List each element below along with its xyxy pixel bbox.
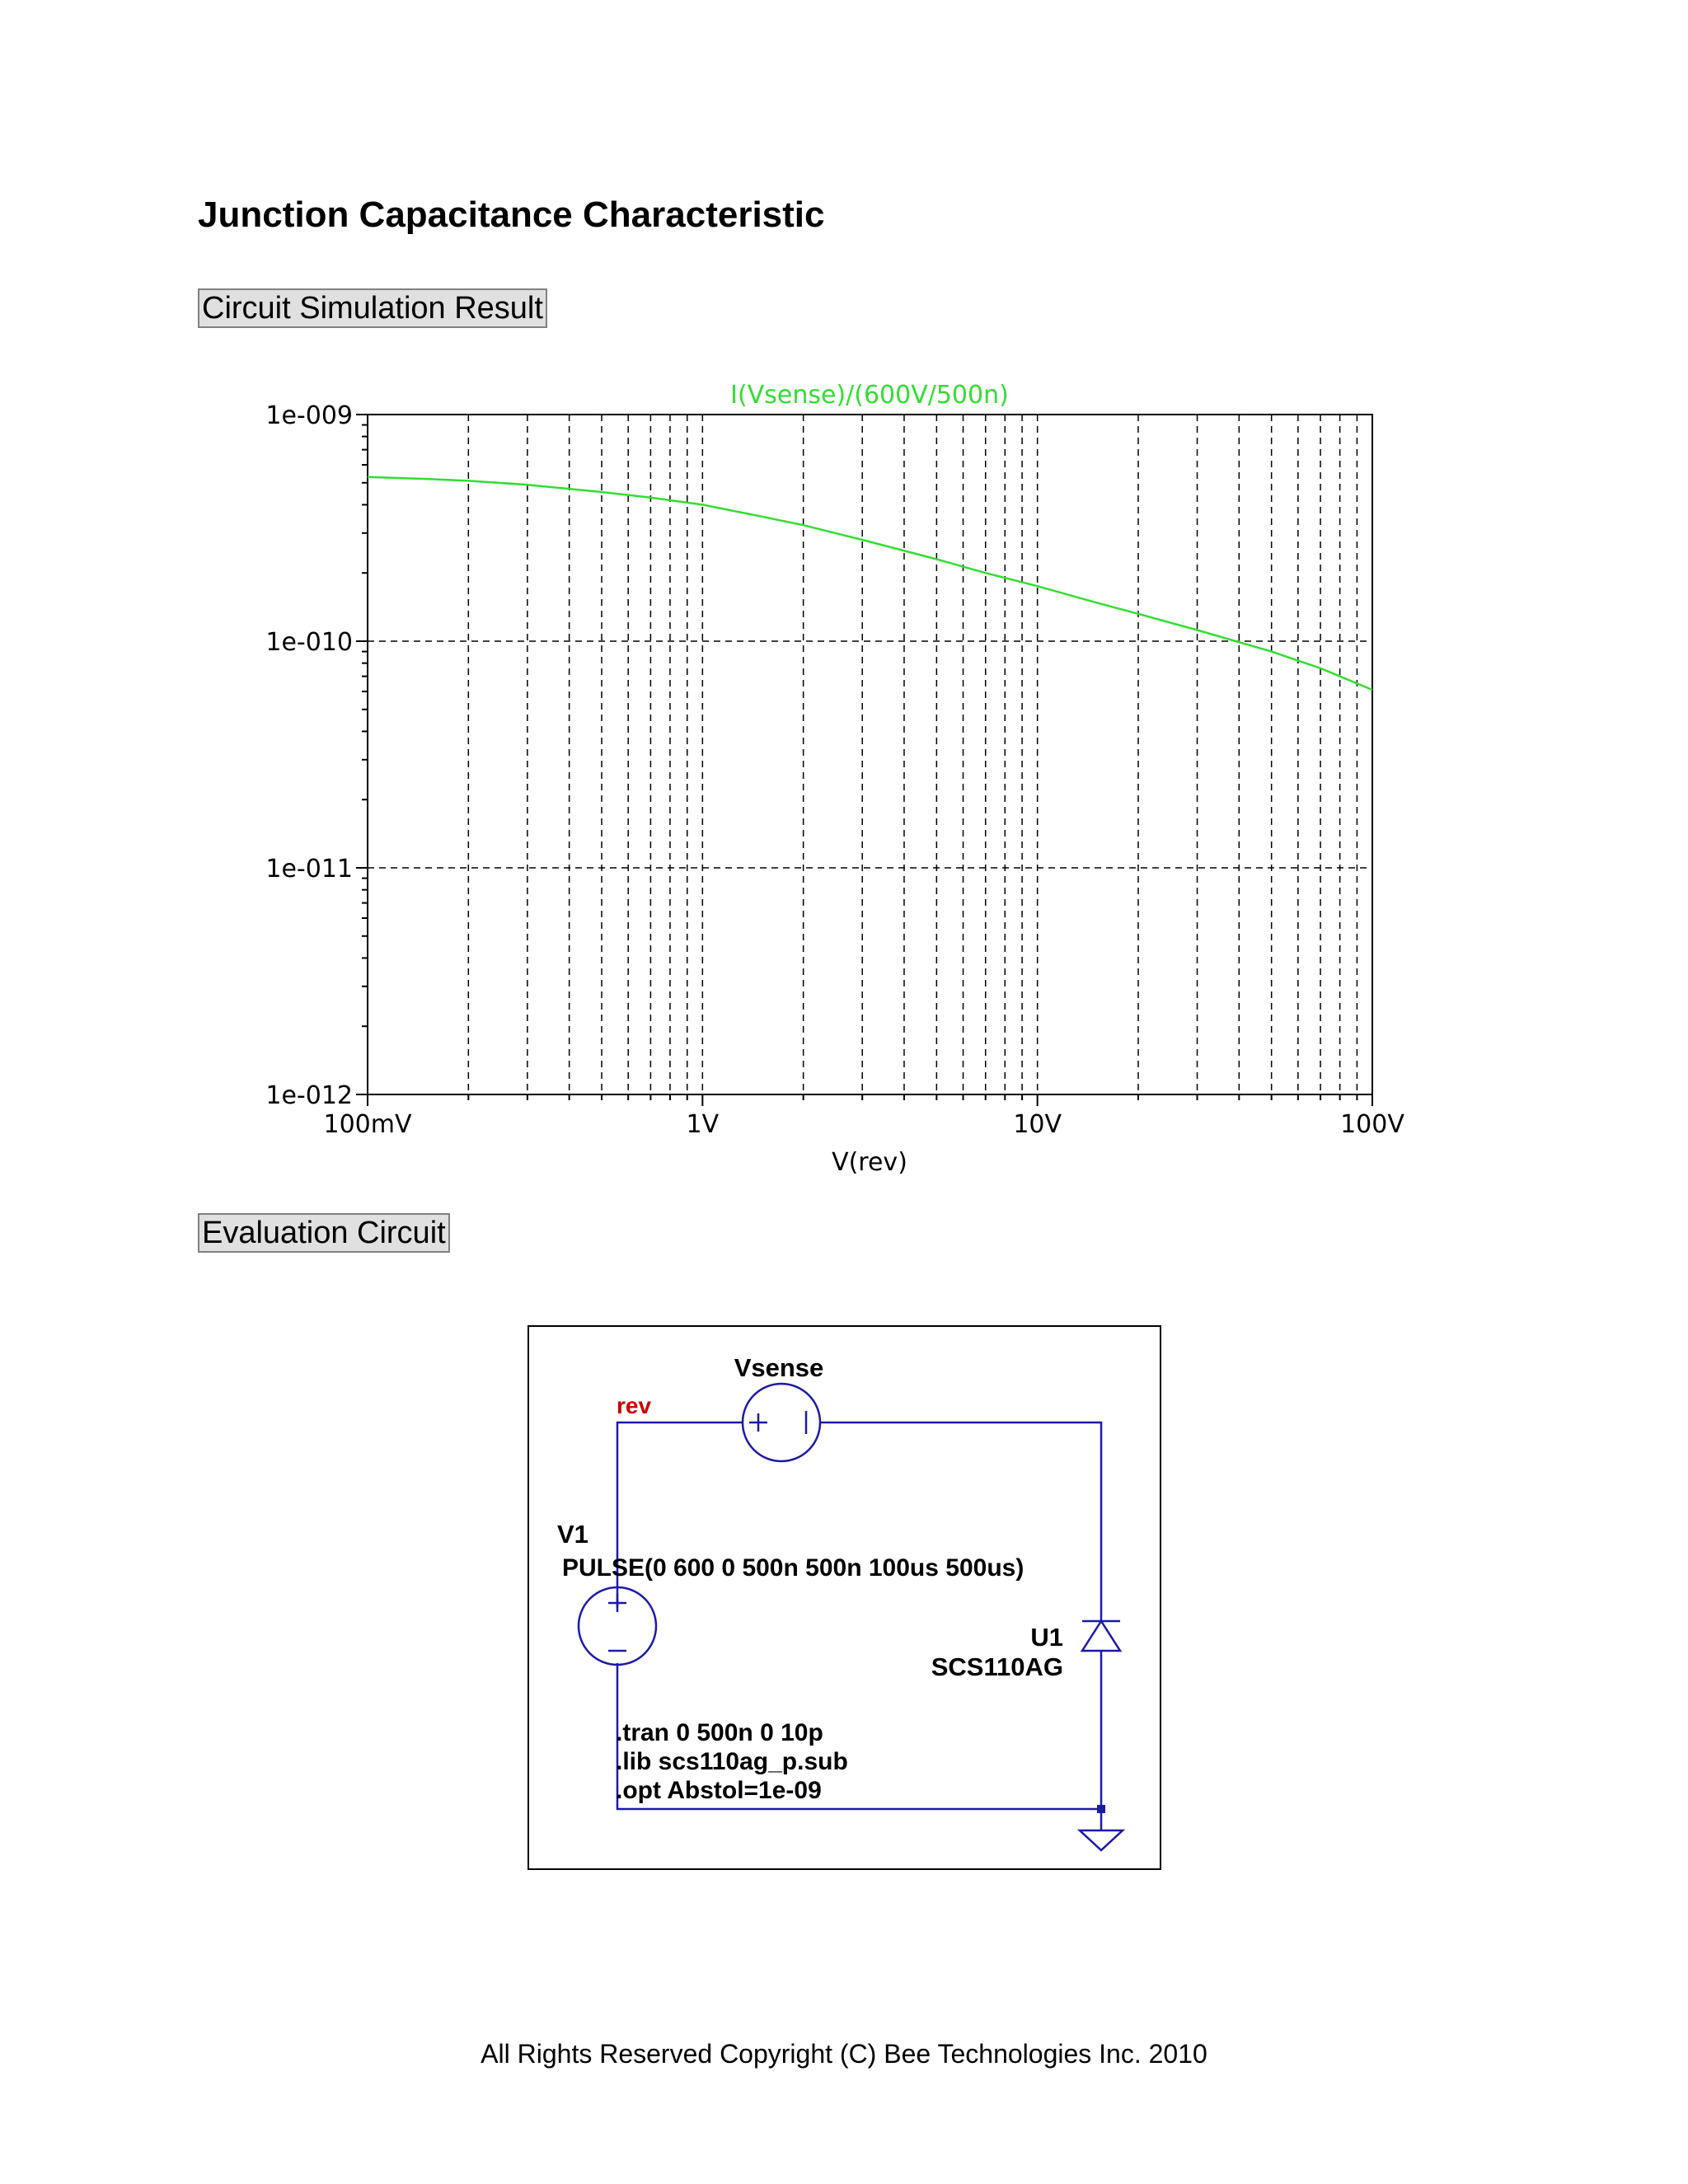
x-tick-label: 1V xyxy=(687,1110,720,1139)
net-label-rev: rev xyxy=(617,1393,651,1418)
copyright-footer: All Rights Reserved Copyright (C) Bee Te… xyxy=(481,2039,1207,2069)
directive-tran: .tran 0 500n 0 10p xyxy=(616,1719,823,1746)
chart-grid xyxy=(368,415,1372,1094)
series-legend-label: I(Vsense)/(600V/500n) xyxy=(730,381,1009,410)
series-line xyxy=(367,476,1373,691)
v1-pulse-source-icon xyxy=(577,1586,658,1666)
chart-series xyxy=(367,476,1373,691)
diode-name: U1 xyxy=(1030,1623,1063,1652)
y-tick-label: 1e-009 xyxy=(265,401,353,430)
chart-ticks xyxy=(356,414,1373,1106)
ground-icon xyxy=(1076,1829,1126,1852)
x-tick-label: 10V xyxy=(1013,1110,1062,1139)
diode-model: SCS110AG xyxy=(931,1652,1063,1681)
junction-dot xyxy=(1097,1805,1105,1813)
directive-lib: .lib scs110ag_p.sub xyxy=(616,1748,848,1775)
diode-icon xyxy=(1080,1619,1123,1652)
v1-value: PULSE(0 600 0 500n 500n 100us 500us) xyxy=(562,1554,1024,1582)
v1-name: V1 xyxy=(557,1520,588,1549)
simulation-result-label: Circuit Simulation Result xyxy=(198,288,547,328)
schematic-frame xyxy=(528,1325,1161,1870)
circuit-wires xyxy=(616,1421,1103,1830)
y-tick-label: 1e-010 xyxy=(265,628,353,657)
vsense-source-icon xyxy=(741,1382,822,1463)
evaluation-circuit-label: Evaluation Circuit xyxy=(198,1213,450,1253)
x-tick-label: 100mV xyxy=(323,1110,411,1139)
page-title: Junction Capacitance Characteristic xyxy=(198,194,825,235)
y-tick-label: 1e-012 xyxy=(265,1081,353,1110)
y-tick-label: 1e-011 xyxy=(265,855,353,883)
vsense-label: Vsense xyxy=(734,1353,824,1382)
plot-frame xyxy=(367,414,1373,1095)
x-axis-label: V(rev) xyxy=(832,1148,907,1177)
directive-opt: .opt Abstol=1e-09 xyxy=(616,1777,822,1804)
x-tick-label: 100V xyxy=(1340,1110,1404,1139)
